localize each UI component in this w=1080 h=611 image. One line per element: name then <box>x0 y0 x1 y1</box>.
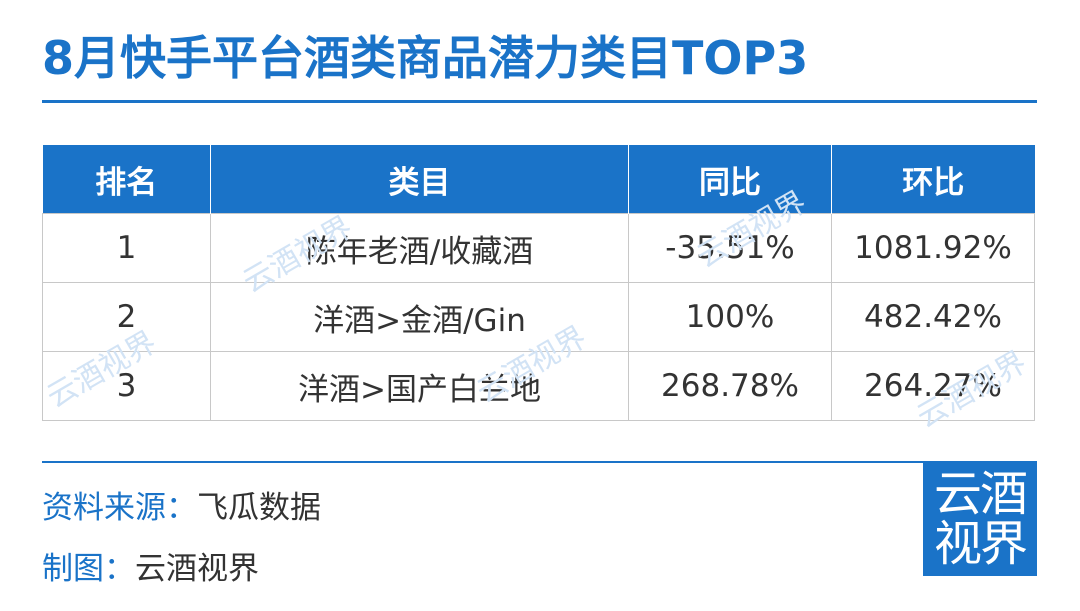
table-row: 1 陈年老酒/收藏酒 -35.51% 1081.92% <box>42 213 1035 283</box>
logo-line-2: 视界 <box>933 516 1028 572</box>
source-value: 飞瓜数据 <box>197 490 321 526</box>
category-cell: 陈年老酒/收藏酒 <box>210 213 629 283</box>
table-row: 3 洋酒>国产白兰地 268.78% 264.27% <box>42 351 1035 421</box>
rank-cell: 3 <box>42 351 211 421</box>
brand-logo: 云酒 视界 <box>923 462 1037 576</box>
source-label: 资料来源： <box>42 490 197 526</box>
footer-divider <box>42 461 1037 463</box>
rank-cell: 1 <box>42 213 211 283</box>
title-divider <box>42 100 1037 103</box>
header-category: 类目 <box>210 145 629 214</box>
table-row: 2 洋酒>金酒/Gin 100% 482.42% <box>42 282 1035 352</box>
header-mom: 环比 <box>831 145 1035 214</box>
yoy-cell: 100% <box>628 282 832 352</box>
made-by-line: 制图：云酒视界 <box>42 543 259 588</box>
category-table: 排名 类目 同比 环比 1 陈年老酒/收藏酒 -35.51% 1081.92% … <box>42 145 1035 421</box>
mom-cell: 1081.92% <box>831 213 1035 283</box>
source-line: 资料来源：飞瓜数据 <box>42 482 321 527</box>
category-cell: 洋酒>国产白兰地 <box>210 351 629 421</box>
header-rank: 排名 <box>42 145 211 214</box>
header-yoy: 同比 <box>628 145 832 214</box>
yoy-cell: 268.78% <box>628 351 832 421</box>
rank-cell: 2 <box>42 282 211 352</box>
table-header-row: 排名 类目 同比 环比 <box>42 145 1035 214</box>
page-title: 8月快手平台酒类商品潜力类目TOP3 <box>42 31 809 85</box>
category-cell: 洋酒>金酒/Gin <box>210 282 629 352</box>
made-by-label: 制图： <box>42 551 135 587</box>
logo-line-1: 云酒 <box>933 465 1028 522</box>
made-by-value: 云酒视界 <box>135 551 259 587</box>
mom-cell: 482.42% <box>831 282 1035 352</box>
yoy-cell: -35.51% <box>628 213 832 283</box>
mom-cell: 264.27% <box>831 351 1035 421</box>
